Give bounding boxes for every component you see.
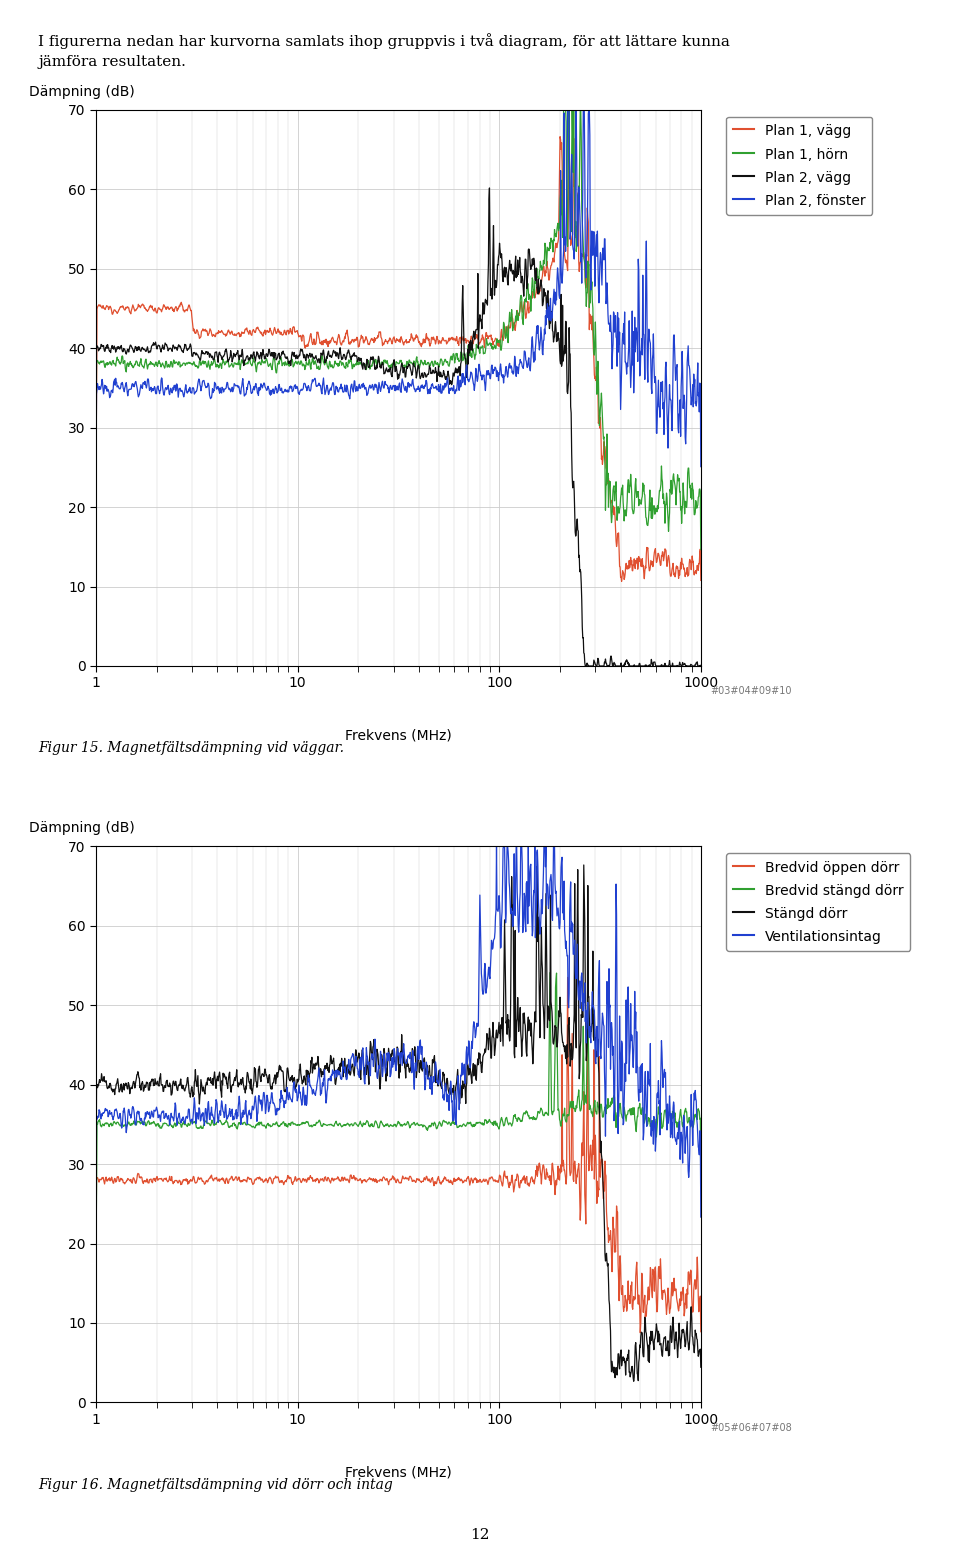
Legend: Plan 1, vägg, Plan 1, hörn, Plan 2, vägg, Plan 2, fönster: Plan 1, vägg, Plan 1, hörn, Plan 2, vägg… [726,116,873,215]
Text: jämföra resultaten.: jämföra resultaten. [38,55,186,69]
Text: Dämpning (dB): Dämpning (dB) [30,821,135,835]
Text: 12: 12 [470,1528,490,1542]
Text: Figur 16. Magnetfältsdämpning vid dörr och intag: Figur 16. Magnetfältsdämpning vid dörr o… [38,1478,394,1492]
Text: Figur 15. Magnetfältsdämpning vid väggar.: Figur 15. Magnetfältsdämpning vid väggar… [38,741,345,755]
Legend: Bredvid öppen dörr, Bredvid stängd dörr, Stängd dörr, Ventilationsintag: Bredvid öppen dörr, Bredvid stängd dörr,… [726,852,910,951]
Text: Frekvens (MHz): Frekvens (MHz) [345,729,452,743]
Text: I figurerna nedan har kurvorna samlats ihop gruppvis i två diagram, för att lätt: I figurerna nedan har kurvorna samlats i… [38,33,731,49]
Text: #05#06#07#08: #05#06#07#08 [710,1423,792,1432]
Text: Dämpning (dB): Dämpning (dB) [30,85,135,99]
Text: #03#04#09#10: #03#04#09#10 [710,686,792,696]
Text: Frekvens (MHz): Frekvens (MHz) [345,1465,452,1479]
